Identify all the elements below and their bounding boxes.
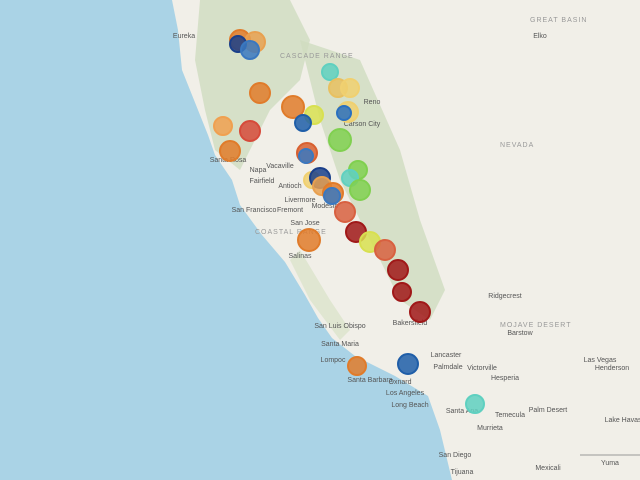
place-label: Mexicali	[535, 465, 561, 472]
place-label: Palm Desert	[529, 407, 568, 414]
place-label: Salinas	[289, 253, 312, 260]
place-label: Lancaster	[431, 352, 462, 359]
place-label: Yuma	[601, 460, 619, 467]
site-marker[interactable]	[298, 148, 314, 164]
place-label: Reno	[364, 99, 381, 106]
place-label: San Luis Obispo	[314, 323, 365, 330]
site-marker[interactable]	[219, 140, 241, 162]
place-label: Elko	[533, 33, 547, 40]
site-marker[interactable]	[334, 201, 356, 223]
site-marker[interactable]	[349, 179, 371, 201]
region-label: COASTAL RANGE	[255, 229, 327, 236]
place-label: Los Angeles	[386, 390, 425, 397]
place-label: Livermore	[284, 197, 315, 204]
place-label: Lompoc	[321, 357, 346, 364]
site-marker[interactable]	[374, 239, 396, 261]
site-marker[interactable]	[392, 282, 412, 302]
site-marker[interactable]	[340, 78, 360, 98]
site-marker[interactable]	[347, 356, 367, 376]
site-marker[interactable]	[240, 40, 260, 60]
place-label: Temecula	[495, 412, 525, 419]
place-label: Santa Maria	[321, 341, 359, 348]
place-label: Ridgecrest	[488, 293, 522, 300]
terrain	[290, 250, 350, 340]
terrain	[300, 40, 445, 320]
site-marker[interactable]	[323, 187, 341, 205]
site-marker[interactable]	[321, 63, 339, 81]
place-label: Vacaville	[266, 163, 294, 170]
site-marker[interactable]	[409, 301, 431, 323]
place-label: Tijuana	[451, 469, 474, 476]
region-label: CASCADE RANGE	[280, 53, 354, 60]
place-label: San Jose	[290, 220, 319, 227]
site-marker[interactable]	[397, 353, 419, 375]
site-marker[interactable]	[281, 95, 305, 119]
site-marker[interactable]	[465, 394, 485, 414]
place-label: Santa Ana	[446, 408, 478, 415]
place-label: Hesperia	[491, 375, 519, 382]
site-marker[interactable]	[387, 259, 409, 281]
place-label: Bakersfield	[393, 320, 428, 327]
place-label: Victorville	[467, 365, 497, 372]
site-marker[interactable]	[336, 105, 352, 121]
place-label: Lake Havasu	[605, 417, 640, 424]
place-label: Long Beach	[391, 402, 428, 409]
place-label: Murrieta	[477, 425, 503, 432]
place-label: Modesto	[312, 203, 339, 210]
place-label: Carson City	[344, 121, 381, 128]
region-label: GREAT BASIN	[530, 17, 587, 24]
place-label: Eureka	[173, 33, 195, 40]
region-label: MOJAVE DESERT	[500, 322, 571, 329]
place-label: Henderson	[595, 365, 629, 372]
site-marker[interactable]	[297, 228, 321, 252]
place-label: Las Vegas	[584, 357, 617, 364]
site-marker[interactable]	[239, 120, 261, 142]
place-label: Santa Barbara	[347, 377, 392, 384]
site-marker[interactable]	[249, 82, 271, 104]
place-label: Fairfield	[250, 178, 275, 185]
place-label: Napa	[250, 167, 267, 174]
site-marker[interactable]	[294, 114, 312, 132]
place-label: Barstow	[507, 330, 533, 337]
site-marker[interactable]	[213, 116, 233, 136]
site-marker[interactable]	[328, 128, 352, 152]
region-label: NEVADA	[500, 142, 534, 149]
place-label: Fremont	[277, 207, 303, 214]
place-label: San Diego	[439, 452, 472, 459]
place-label: Oxnard	[389, 379, 412, 386]
place-label: San Francisco	[232, 207, 277, 214]
place-label: Antioch	[278, 183, 301, 190]
place-label: Palmdale	[433, 364, 462, 371]
